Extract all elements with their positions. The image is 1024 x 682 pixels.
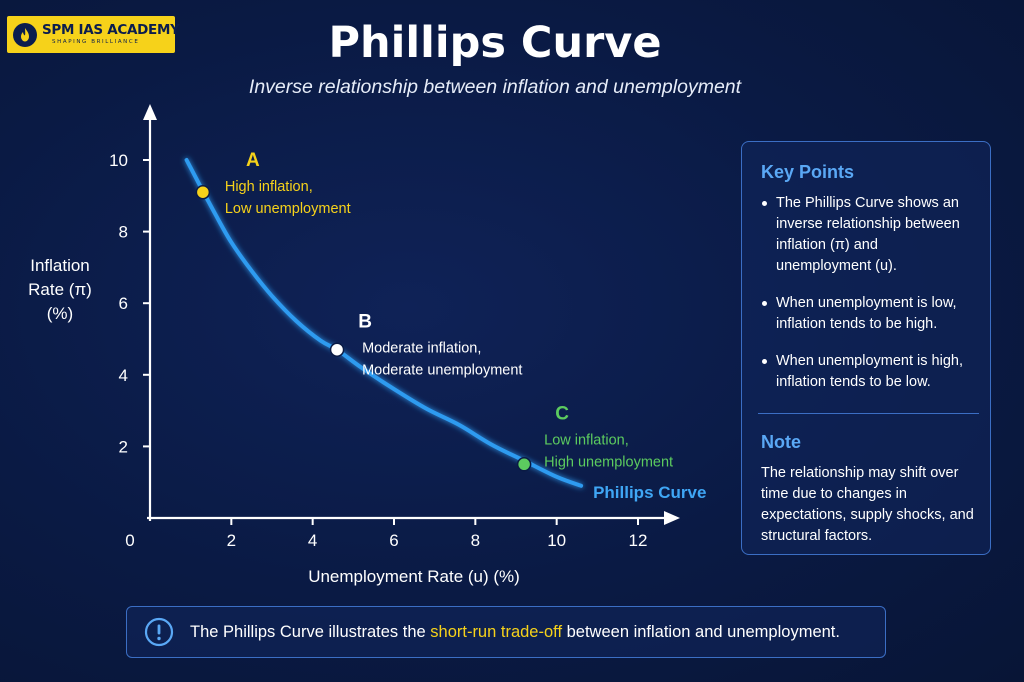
info-panel: Key Points The Phillips Curve shows an i… xyxy=(741,141,991,555)
y-axis-label-line: (%) xyxy=(46,304,74,323)
logo-tagline: SHAPING BRILLIANCE xyxy=(52,38,140,45)
curve-series-label: Phillips Curve xyxy=(593,483,706,502)
point-label-c: C xyxy=(555,403,569,424)
point-label-a: A xyxy=(246,150,260,171)
summary-banner: The Phillips Curve illustrates the short… xyxy=(126,606,886,658)
banner-text-before: The Phillips Curve illustrates the xyxy=(190,622,431,641)
x-axis-label: Unemployment Rate (u) (%) xyxy=(308,567,520,586)
x-tick-label: 10 xyxy=(547,531,566,550)
banner-text: The Phillips Curve illustrates the short… xyxy=(190,623,840,642)
point-description: High unemployment xyxy=(544,454,673,470)
key-points-heading: Key Points xyxy=(761,162,855,182)
page-title: Phillips Curve xyxy=(328,18,662,68)
curve-point-a xyxy=(195,184,211,200)
academy-logo: SPM IAS ACADEMY SHAPING BRILLIANCE xyxy=(7,16,180,53)
y-tick-label: 4 xyxy=(119,366,128,385)
y-axis-label-line: Rate (π) xyxy=(28,280,92,299)
key-point-item: When unemployment is low, inflation tend… xyxy=(761,293,976,335)
point-description: Moderate inflation, xyxy=(362,341,481,357)
x-tick-label: 2 xyxy=(227,531,236,550)
x-tick-label: 12 xyxy=(629,531,648,550)
key-points-list: The Phillips Curve shows an inverse rela… xyxy=(761,193,976,393)
y-tick-label: 2 xyxy=(119,437,128,456)
note-heading: Note xyxy=(761,432,801,452)
banner-highlight: short-run trade-off xyxy=(430,622,563,641)
point-description: Low inflation, xyxy=(544,432,629,448)
point-description: Moderate unemployment xyxy=(362,363,522,379)
info-circle-icon xyxy=(144,617,174,647)
banner-text-after: between inflation and unemployment. xyxy=(562,622,840,641)
y-axis-label: Inflation Rate (π) (%) xyxy=(14,254,106,326)
y-tick-label: 8 xyxy=(119,223,128,242)
origin-label: 0 xyxy=(125,531,134,550)
key-point-item: When unemployment is high, inflation ten… xyxy=(761,351,976,393)
point-description: High inflation, xyxy=(225,179,313,195)
flame-emblem-icon xyxy=(13,22,37,47)
page-subtitle: Inverse relationship between inflation a… xyxy=(248,76,742,98)
panel-divider xyxy=(758,413,979,414)
logo-name: SPM IAS ACADEMY xyxy=(42,22,180,38)
note-text: The relationship may shift over time due… xyxy=(761,465,974,544)
x-tick-label: 8 xyxy=(471,531,480,550)
x-tick-label: 6 xyxy=(389,531,398,550)
point-description: Low unemployment xyxy=(225,201,351,217)
key-point-item: The Phillips Curve shows an inverse rela… xyxy=(761,193,976,277)
y-tick-label: 10 xyxy=(109,151,128,170)
x-tick-label: 4 xyxy=(308,531,317,550)
point-label-b: B xyxy=(358,312,372,333)
x-axis-arrow-icon xyxy=(664,511,680,525)
y-axis-arrow-icon xyxy=(143,104,157,120)
y-axis-label-line: Inflation xyxy=(30,256,90,275)
curve-point-c xyxy=(516,457,532,472)
y-tick-label: 6 xyxy=(119,294,128,313)
curve-point-b xyxy=(329,342,345,357)
